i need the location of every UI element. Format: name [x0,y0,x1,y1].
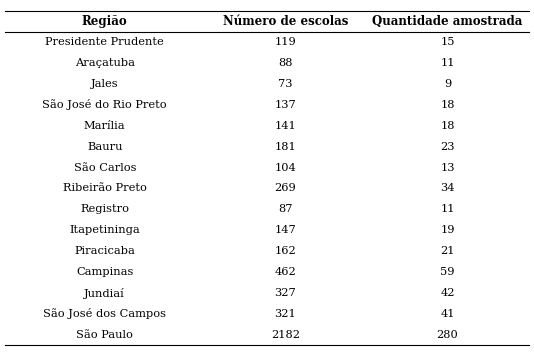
Text: 147: 147 [274,225,296,235]
Text: São Carlos: São Carlos [74,163,136,173]
Text: 59: 59 [441,267,455,277]
Text: 18: 18 [441,100,455,110]
Text: Bauru: Bauru [87,142,122,152]
Text: 141: 141 [274,121,296,131]
Text: 11: 11 [441,58,455,68]
Text: Itapetininga: Itapetininga [69,225,140,235]
Text: Quantidade amostrada: Quantidade amostrada [372,15,523,28]
Text: 2182: 2182 [271,330,300,340]
Text: 88: 88 [278,58,293,68]
Text: 119: 119 [274,37,296,47]
Text: Araçatuba: Araçatuba [75,58,135,68]
Text: Região: Região [82,15,128,28]
Text: 34: 34 [441,183,455,193]
Text: 41: 41 [441,309,455,319]
Text: 21: 21 [441,246,455,256]
Text: Ribeirão Preto: Ribeirão Preto [63,183,147,193]
Text: 23: 23 [441,142,455,152]
Text: Jundiaí: Jundiaí [84,288,125,299]
Text: São José dos Campos: São José dos Campos [43,308,166,319]
Text: 9: 9 [444,79,451,89]
Text: 280: 280 [437,330,458,340]
Text: 137: 137 [274,100,296,110]
Text: São Paulo: São Paulo [76,330,133,340]
Text: Registro: Registro [80,204,129,214]
Text: Jales: Jales [91,79,119,89]
Text: 15: 15 [441,37,455,47]
Text: 269: 269 [274,183,296,193]
Text: 18: 18 [441,121,455,131]
Text: 162: 162 [274,246,296,256]
Text: 42: 42 [441,288,455,298]
Text: 73: 73 [278,79,293,89]
Text: Piracicaba: Piracicaba [74,246,135,256]
Text: 321: 321 [274,309,296,319]
Text: 19: 19 [441,225,455,235]
Text: 104: 104 [274,163,296,173]
Text: Presidente Prudente: Presidente Prudente [45,37,164,47]
Text: Marília: Marília [84,121,125,131]
Text: 13: 13 [441,163,455,173]
Text: 462: 462 [274,267,296,277]
Text: Campinas: Campinas [76,267,134,277]
Text: 327: 327 [274,288,296,298]
Text: 87: 87 [278,204,293,214]
Text: 181: 181 [274,142,296,152]
Text: São José do Rio Preto: São José do Rio Preto [43,99,167,110]
Text: Número de escolas: Número de escolas [223,15,348,28]
Text: 11: 11 [441,204,455,214]
